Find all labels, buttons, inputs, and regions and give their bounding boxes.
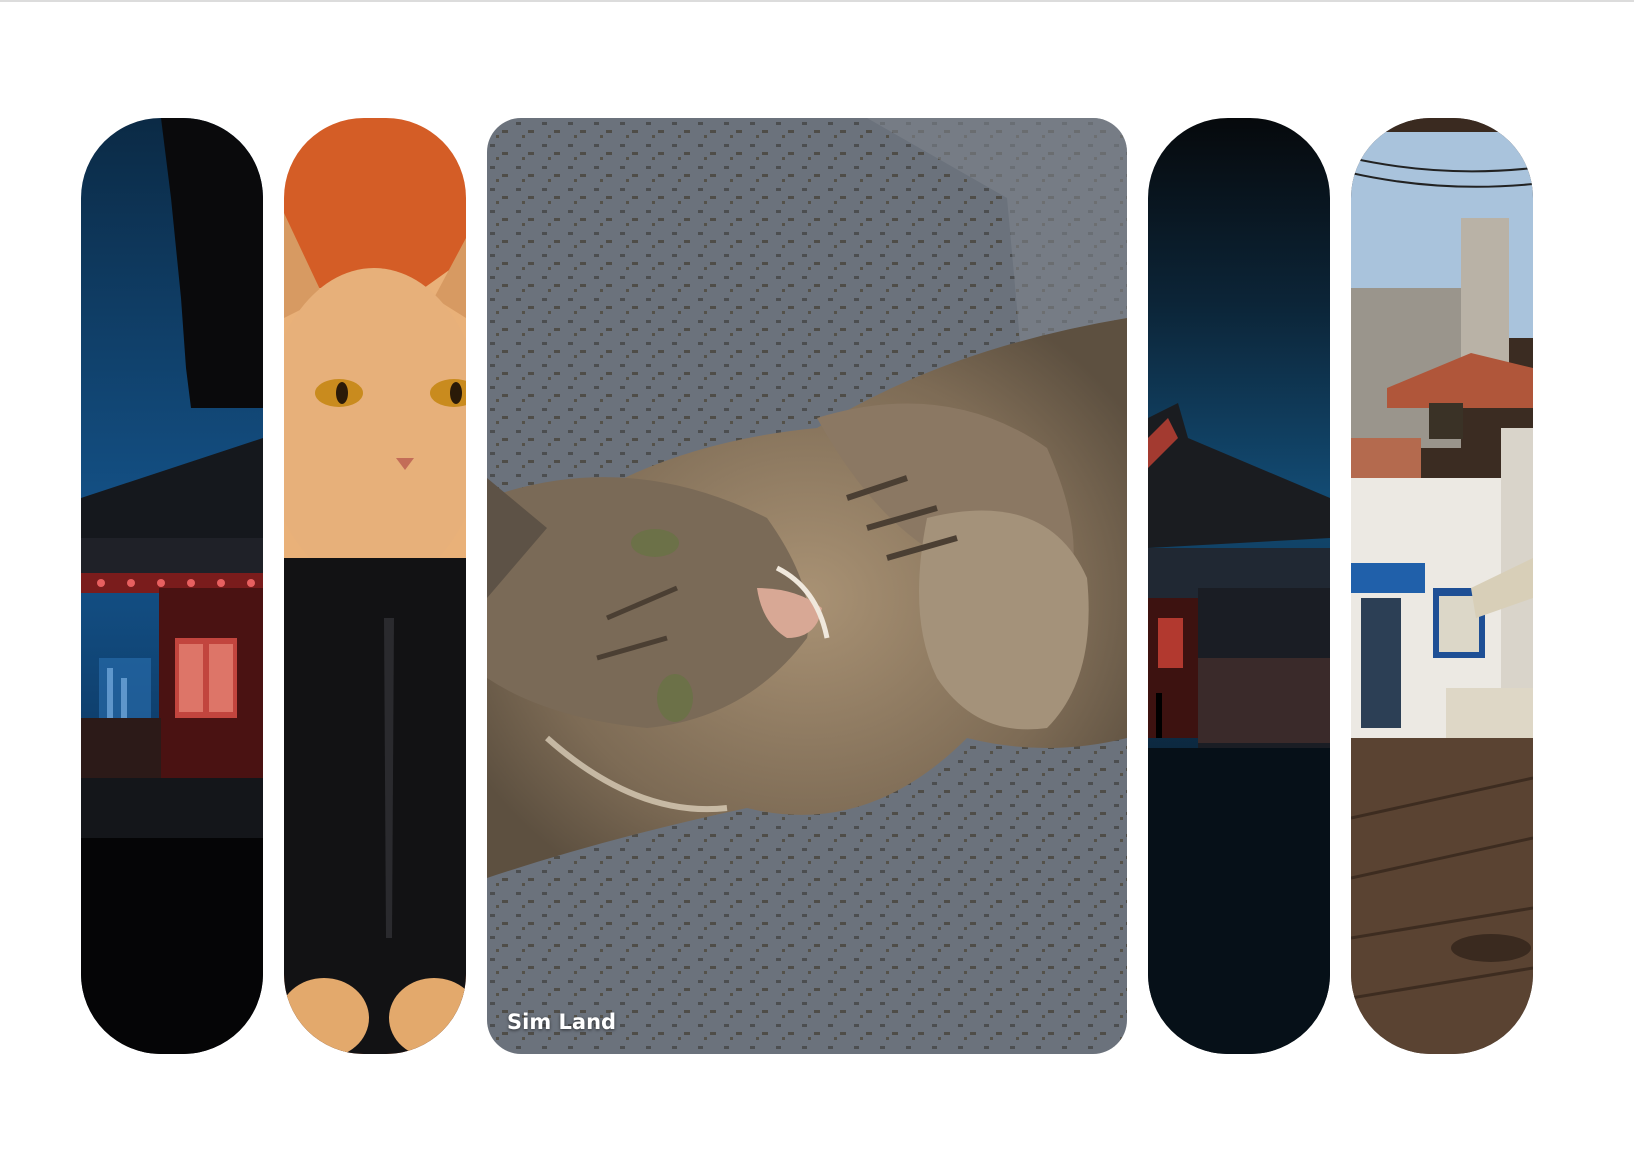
gallery-card-tabby-cat[interactable]: Sim Land [487,118,1127,1054]
korean-palace-night-image [81,118,263,1054]
gallery-card-palace-dusk[interactable] [1148,118,1330,1054]
tabby-cat-image [487,118,1127,1054]
orange-cat-image [284,118,466,1054]
gallery-card-old-street[interactable] [1351,118,1533,1054]
card-caption: Sim Land [507,1010,617,1034]
korean-palace-dusk-image [1148,118,1330,1054]
gallery-card-orange-cat[interactable] [284,118,466,1054]
cobblestone-street-image [1351,118,1533,1054]
top-divider [0,0,1634,2]
image-accordion-gallery: Sim Land [81,118,1533,1054]
gallery-card-palace-night[interactable] [81,118,263,1054]
